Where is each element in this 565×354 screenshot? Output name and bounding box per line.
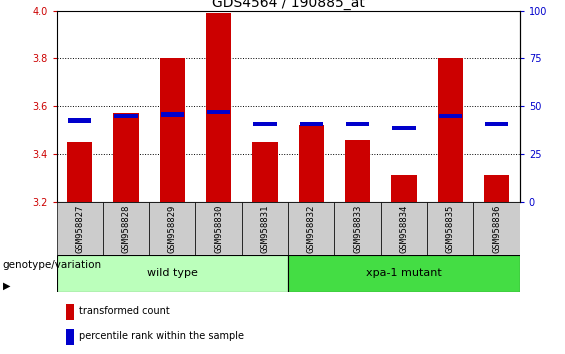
- Bar: [485, 122, 508, 126]
- Text: percentile rank within the sample: percentile rank within the sample: [79, 331, 244, 341]
- Bar: [66, 329, 74, 345]
- Text: GSM958835: GSM958835: [446, 205, 455, 253]
- Bar: [346, 122, 370, 126]
- Text: GSM958830: GSM958830: [214, 205, 223, 253]
- Text: wild type: wild type: [147, 268, 198, 279]
- Bar: [345, 139, 371, 202]
- Bar: [334, 202, 381, 255]
- Text: transformed count: transformed count: [79, 306, 170, 316]
- Bar: [56, 202, 103, 255]
- Text: GSM958827: GSM958827: [75, 205, 84, 253]
- Bar: [288, 255, 520, 292]
- Bar: [381, 202, 427, 255]
- Bar: [298, 125, 324, 202]
- Bar: [113, 113, 139, 202]
- Bar: [67, 142, 93, 202]
- Bar: [103, 202, 149, 255]
- Bar: [207, 110, 231, 114]
- Bar: [149, 202, 195, 255]
- Text: xpa-1 mutant: xpa-1 mutant: [366, 268, 442, 279]
- Bar: [56, 255, 288, 292]
- Bar: [427, 202, 473, 255]
- Bar: [161, 113, 184, 117]
- Bar: [473, 202, 520, 255]
- Text: GSM958829: GSM958829: [168, 205, 177, 253]
- Bar: [66, 304, 74, 320]
- Text: GSM958831: GSM958831: [260, 205, 270, 253]
- Bar: [393, 126, 416, 130]
- Title: GDS4564 / 190885_at: GDS4564 / 190885_at: [212, 0, 364, 10]
- Bar: [254, 122, 277, 126]
- Text: GSM958832: GSM958832: [307, 205, 316, 253]
- Text: ▶: ▶: [3, 280, 10, 291]
- Bar: [391, 176, 417, 202]
- Bar: [242, 202, 288, 255]
- Bar: [288, 202, 334, 255]
- Bar: [206, 13, 232, 202]
- Bar: [68, 118, 92, 123]
- Bar: [300, 122, 323, 126]
- Text: genotype/variation: genotype/variation: [3, 260, 102, 270]
- Bar: [195, 202, 242, 255]
- Bar: [252, 142, 278, 202]
- Bar: [159, 58, 185, 202]
- Text: GSM958834: GSM958834: [399, 205, 408, 253]
- Text: GSM958833: GSM958833: [353, 205, 362, 253]
- Bar: [484, 176, 510, 202]
- Bar: [115, 114, 138, 118]
- Text: GSM958836: GSM958836: [492, 205, 501, 253]
- Bar: [437, 58, 463, 202]
- Text: GSM958828: GSM958828: [121, 205, 131, 253]
- Bar: [439, 114, 462, 118]
